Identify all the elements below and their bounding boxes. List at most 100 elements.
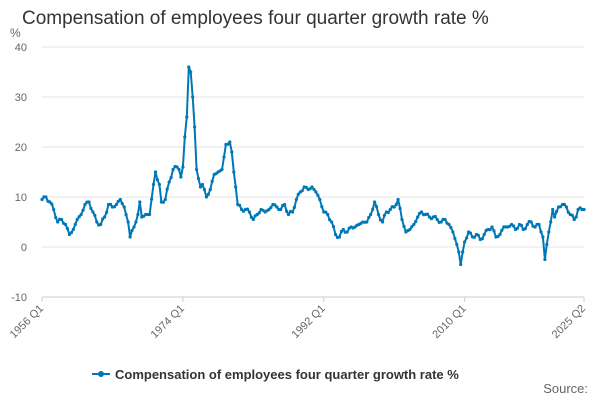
data-point[interactable]	[232, 170, 236, 174]
data-point[interactable]	[312, 187, 316, 192]
data-point[interactable]	[388, 207, 392, 212]
data-point[interactable]	[455, 242, 459, 247]
data-point[interactable]	[449, 226, 453, 230]
data-point[interactable]	[337, 235, 341, 239]
data-point[interactable]	[181, 165, 185, 169]
data-point[interactable]	[416, 215, 420, 219]
data-point[interactable]	[138, 200, 142, 204]
data-point[interactable]	[69, 231, 73, 235]
data-point[interactable]	[461, 250, 465, 254]
data-point[interactable]	[451, 230, 455, 234]
data-point[interactable]	[198, 185, 203, 189]
data-point[interactable]	[488, 228, 492, 232]
data-point[interactable]	[163, 197, 167, 202]
data-point[interactable]	[187, 65, 191, 69]
data-point[interactable]	[498, 232, 502, 237]
data-point[interactable]	[572, 217, 576, 222]
data-point[interactable]	[515, 226, 520, 230]
data-point[interactable]	[151, 182, 156, 187]
data-point[interactable]	[543, 257, 547, 262]
data-point[interactable]	[582, 207, 586, 212]
data-point[interactable]	[496, 234, 500, 239]
data-point[interactable]	[189, 70, 193, 74]
data-point[interactable]	[130, 228, 134, 233]
data-point[interactable]	[373, 200, 377, 204]
data-point[interactable]	[165, 187, 169, 191]
data-point[interactable]	[570, 213, 574, 217]
data-point[interactable]	[136, 212, 140, 217]
data-point[interactable]	[177, 167, 181, 172]
data-point[interactable]	[553, 215, 557, 219]
data-point[interactable]	[63, 222, 68, 227]
data-point[interactable]	[339, 229, 343, 234]
data-point[interactable]	[472, 235, 476, 239]
data-point[interactable]	[204, 195, 208, 199]
data-point[interactable]	[226, 142, 230, 146]
data-point[interactable]	[75, 217, 79, 222]
data-point[interactable]	[558, 205, 563, 209]
data-point[interactable]	[257, 211, 261, 215]
data-point[interactable]	[447, 222, 451, 227]
data-point[interactable]	[525, 222, 529, 227]
data-point[interactable]	[420, 210, 424, 214]
data-point[interactable]	[463, 240, 467, 244]
data-point[interactable]	[273, 203, 277, 207]
data-point[interactable]	[457, 250, 461, 254]
data-point[interactable]	[330, 220, 334, 224]
data-point[interactable]	[228, 140, 232, 144]
data-point[interactable]	[314, 190, 318, 194]
data-point[interactable]	[71, 227, 75, 232]
data-point[interactable]	[114, 202, 118, 207]
data-point[interactable]	[392, 205, 396, 209]
data-point[interactable]	[410, 225, 414, 229]
data-point[interactable]	[279, 207, 283, 212]
data-point[interactable]	[574, 215, 578, 219]
data-point[interactable]	[206, 192, 210, 196]
data-point[interactable]	[400, 217, 404, 222]
data-point[interactable]	[120, 201, 124, 206]
data-point[interactable]	[116, 199, 120, 203]
data-point[interactable]	[56, 220, 60, 224]
data-point[interactable]	[328, 218, 332, 222]
data-point[interactable]	[533, 225, 537, 229]
data-point[interactable]	[81, 208, 85, 212]
data-point[interactable]	[292, 205, 296, 209]
data-point[interactable]	[331, 225, 336, 229]
data-point[interactable]	[562, 202, 567, 207]
data-point[interactable]	[267, 207, 271, 212]
data-point[interactable]	[290, 210, 295, 214]
data-point[interactable]	[175, 165, 179, 169]
data-point[interactable]	[541, 235, 545, 239]
data-point[interactable]	[169, 175, 173, 180]
data-point[interactable]	[326, 212, 330, 217]
data-point[interactable]	[183, 135, 187, 139]
data-point[interactable]	[234, 185, 238, 189]
data-point[interactable]	[492, 229, 496, 233]
data-point[interactable]	[480, 237, 484, 241]
data-point[interactable]	[50, 202, 54, 206]
data-point[interactable]	[412, 222, 416, 227]
data-point[interactable]	[345, 230, 349, 234]
data-point[interactable]	[320, 205, 324, 209]
data-point[interactable]	[67, 232, 71, 237]
data-point[interactable]	[545, 242, 549, 247]
data-point[interactable]	[134, 220, 138, 224]
data-point[interactable]	[103, 215, 107, 219]
data-point[interactable]	[367, 215, 371, 220]
data-point[interactable]	[77, 215, 81, 219]
data-point[interactable]	[433, 214, 437, 219]
data-point[interactable]	[369, 212, 373, 217]
data-point[interactable]	[148, 212, 152, 217]
data-point[interactable]	[566, 210, 570, 214]
data-point[interactable]	[537, 222, 541, 227]
data-point[interactable]	[547, 230, 551, 234]
data-point[interactable]	[286, 212, 291, 217]
data-point[interactable]	[238, 203, 242, 207]
data-point[interactable]	[324, 210, 328, 214]
data-point[interactable]	[365, 220, 369, 224]
data-point[interactable]	[490, 225, 494, 229]
data-point[interactable]	[249, 215, 253, 219]
data-point[interactable]	[465, 236, 469, 240]
data-point[interactable]	[93, 213, 97, 217]
data-point[interactable]	[200, 182, 204, 187]
